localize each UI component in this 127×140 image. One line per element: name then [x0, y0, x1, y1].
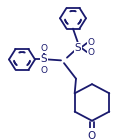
Text: S: S — [41, 54, 47, 64]
Text: O: O — [41, 44, 47, 53]
Text: O: O — [41, 66, 47, 75]
Text: O: O — [88, 48, 94, 57]
Text: O: O — [88, 38, 94, 47]
Text: S: S — [75, 43, 81, 52]
Text: O: O — [88, 131, 96, 140]
